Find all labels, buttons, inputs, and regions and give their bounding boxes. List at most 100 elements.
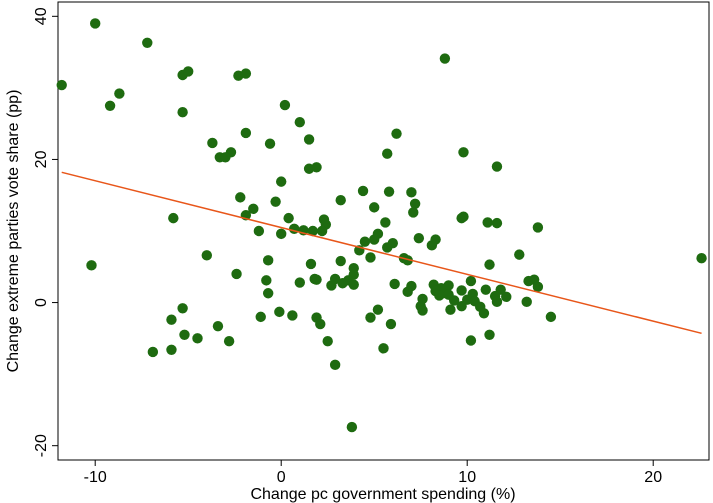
data-point (294, 277, 305, 288)
y-tick-label: 20 (33, 150, 50, 168)
data-point (329, 359, 341, 371)
data-point (322, 336, 333, 347)
data-point (315, 318, 326, 330)
data-point (303, 163, 315, 174)
plot-area (56, 1, 710, 461)
data-point (521, 296, 532, 308)
x-tick-label: 20 (644, 469, 662, 486)
x-axis: -10 0 10 20 (84, 460, 662, 486)
data-point (445, 304, 456, 315)
data-point (385, 318, 397, 330)
data-point (426, 240, 438, 251)
data-point (382, 148, 393, 159)
data-point (417, 305, 428, 316)
data-point (357, 185, 369, 197)
data-point (183, 66, 194, 77)
data-point (456, 300, 467, 312)
data-point (287, 310, 298, 321)
data-point (201, 250, 212, 261)
data-point (231, 268, 242, 280)
data-point (409, 198, 421, 210)
data-point (491, 217, 503, 229)
data-point (532, 281, 544, 293)
data-point (326, 280, 337, 291)
data-point (253, 225, 265, 237)
y-axis-title: Change extreme parties vote share (pp) (5, 90, 22, 373)
data-point (413, 232, 425, 244)
data-point (212, 320, 224, 332)
data-point (142, 37, 153, 48)
data-point (478, 308, 490, 319)
data-point (532, 222, 544, 233)
data-point (305, 258, 317, 270)
data-point (365, 312, 376, 323)
data-point (166, 344, 177, 355)
data-point (166, 314, 177, 325)
data-point (448, 295, 460, 306)
data-point (372, 304, 384, 315)
data-point (294, 117, 305, 128)
data-point (307, 225, 319, 237)
data-point (434, 290, 445, 301)
data-point (482, 217, 493, 228)
data-point (369, 234, 380, 245)
data-point (382, 242, 393, 253)
data-point (223, 336, 235, 347)
x-tick-label: 0 (277, 469, 286, 486)
data-point (235, 192, 246, 203)
data-point (696, 252, 707, 264)
data-point (90, 18, 101, 29)
data-point (270, 196, 281, 207)
x-axis-title: Change pc government spending (%) (250, 486, 515, 503)
data-point (378, 343, 389, 354)
data-point (255, 311, 266, 323)
data-point (86, 260, 97, 271)
data-point (262, 255, 274, 266)
data-point (335, 195, 346, 206)
data-point (335, 255, 346, 267)
data-point (408, 207, 419, 218)
data-point (104, 100, 116, 111)
data-point (262, 288, 274, 299)
data-point (346, 421, 358, 433)
data-point (283, 212, 294, 224)
data-point (484, 259, 495, 270)
data-point (114, 88, 125, 99)
data-point (311, 274, 322, 285)
data-point (458, 147, 469, 158)
data-point (465, 335, 477, 346)
data-point (348, 279, 359, 290)
data-point (220, 152, 231, 163)
data-point (391, 128, 402, 139)
data-point (456, 212, 467, 224)
data-point (369, 202, 380, 213)
data-points (56, 18, 707, 433)
data-point (456, 285, 467, 296)
data-point (240, 68, 252, 79)
data-point (402, 255, 413, 266)
data-point (207, 137, 218, 149)
data-point (316, 225, 328, 237)
data-point (383, 186, 395, 197)
data-point (248, 203, 259, 215)
data-point (380, 217, 391, 228)
data-point (480, 284, 491, 295)
x-tick-label: 10 (458, 469, 476, 486)
y-tick-label: 40 (33, 7, 50, 25)
data-point (365, 252, 376, 263)
x-tick-label: -10 (84, 469, 107, 486)
data-point (465, 275, 477, 287)
fit-line (61, 171, 702, 335)
data-point (402, 286, 413, 298)
data-point (439, 53, 451, 64)
data-point (56, 79, 67, 91)
data-point (177, 107, 188, 118)
y-tick-label: 0 (33, 298, 50, 307)
data-point (514, 249, 525, 260)
data-point (303, 134, 315, 145)
y-tick-label: -20 (33, 434, 50, 457)
plot-frame (57, 1, 710, 461)
data-point (274, 306, 285, 318)
data-point (261, 275, 272, 286)
data-point (359, 236, 371, 247)
